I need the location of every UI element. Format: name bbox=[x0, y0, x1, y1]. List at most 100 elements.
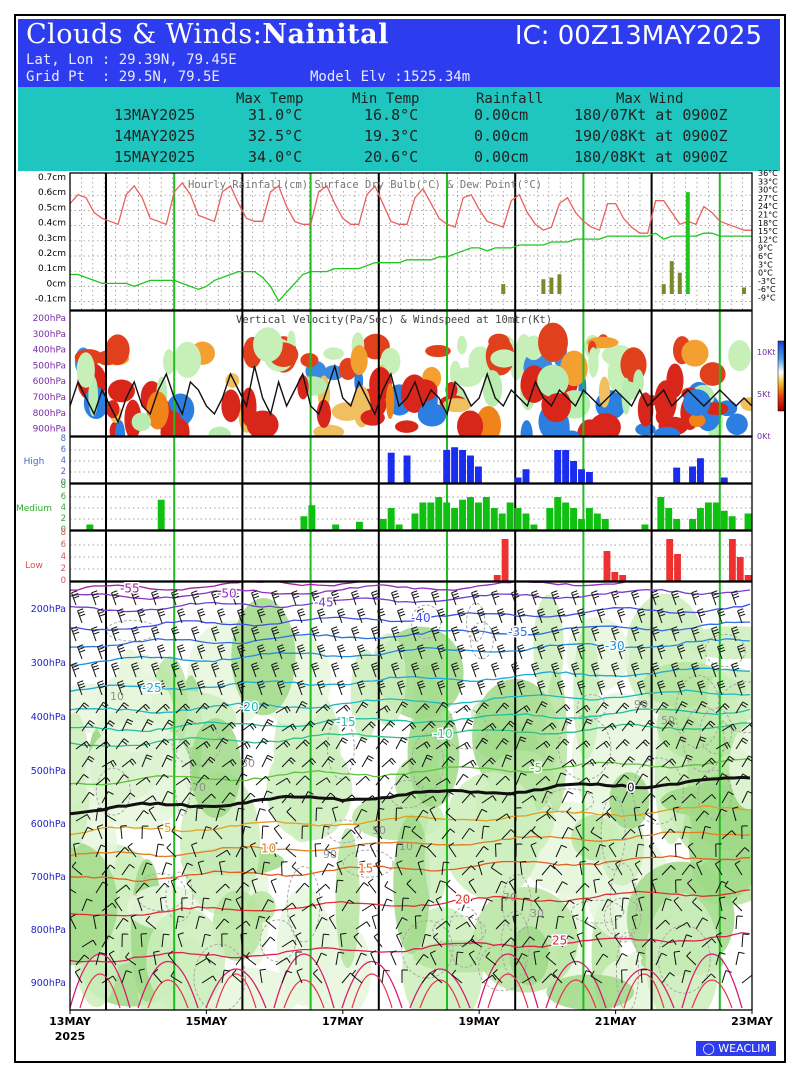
wind-barb-feather bbox=[213, 595, 220, 599]
wind-barb bbox=[491, 664, 497, 678]
wind-barb bbox=[111, 628, 117, 642]
velocity-blob bbox=[208, 426, 231, 436]
row-min-temp: 20.6°C bbox=[364, 148, 419, 166]
wind-barb bbox=[221, 759, 233, 768]
wind-barb-feather bbox=[358, 610, 365, 614]
wind-barb bbox=[617, 610, 623, 624]
wind-barb-feather bbox=[191, 626, 198, 630]
wind-barb-feather bbox=[92, 628, 99, 632]
wind-barb-feather bbox=[731, 590, 738, 594]
wind-barb-feather bbox=[439, 613, 446, 617]
low-cloud-bar bbox=[501, 539, 509, 581]
wind-barb-feather bbox=[639, 685, 646, 689]
wind-barb bbox=[277, 682, 283, 696]
medium-cloud-bar bbox=[86, 524, 94, 530]
wind-barb-feather bbox=[538, 682, 545, 686]
wind-barb-feather bbox=[133, 667, 140, 671]
wind-barb-feather bbox=[211, 793, 216, 799]
wind-barb-feather bbox=[693, 595, 700, 599]
wind-barb-feather bbox=[218, 646, 225, 650]
wind-barb-feather bbox=[431, 590, 438, 594]
wind-barb-feather bbox=[261, 704, 268, 709]
wind-barb-feather bbox=[413, 667, 420, 671]
wind-barb-feather bbox=[113, 631, 120, 635]
wind-barb-feather bbox=[738, 682, 745, 686]
wind-barb-feather bbox=[357, 644, 364, 648]
wind-barb bbox=[515, 772, 522, 786]
wind-barb-feather bbox=[471, 590, 478, 594]
wind-barb-feather bbox=[572, 628, 579, 632]
wind-barb-feather bbox=[79, 685, 86, 689]
velocity-blob bbox=[740, 397, 752, 412]
wind-barb bbox=[171, 628, 177, 642]
wind-barb-feather bbox=[351, 590, 358, 594]
wind-barb-feather bbox=[699, 649, 706, 653]
wind-barb-feather bbox=[285, 740, 291, 746]
wind-barb-feather bbox=[118, 646, 125, 650]
wind-barb-feather bbox=[193, 667, 200, 671]
wind-barb bbox=[255, 702, 265, 714]
wind-barb-feather bbox=[452, 664, 459, 668]
wind-barb-feather bbox=[238, 646, 245, 650]
wind-barb bbox=[391, 592, 397, 606]
wind-barb bbox=[291, 628, 297, 642]
wind-barb-feather bbox=[565, 704, 571, 710]
wind-barb-feather bbox=[469, 827, 475, 833]
wind-barb-feather bbox=[409, 724, 415, 730]
wind-barb bbox=[494, 843, 497, 858]
wind-barb-feather bbox=[437, 608, 444, 612]
wind-barb-feather bbox=[732, 723, 737, 730]
isotherm-label: 20 bbox=[455, 893, 470, 907]
velocity-blob bbox=[633, 369, 644, 395]
wind-barb-feather bbox=[473, 631, 480, 635]
wind-barb-feather bbox=[698, 610, 705, 614]
wind-barb-feather bbox=[197, 680, 204, 684]
wind-barb-feather bbox=[492, 723, 497, 729]
wind-barb-feather bbox=[332, 664, 339, 668]
wind-barb-feather bbox=[539, 649, 546, 653]
wind-barb-feather bbox=[711, 662, 718, 666]
header-max-temp: Max Temp bbox=[236, 91, 304, 107]
wind-barb bbox=[715, 741, 728, 750]
wind-barb-feather bbox=[691, 626, 698, 630]
wind-barb-feather bbox=[261, 740, 267, 745]
wind-barb-feather bbox=[431, 626, 438, 630]
wind-barb bbox=[631, 592, 637, 606]
wind-barb bbox=[461, 719, 469, 732]
wind-barb bbox=[657, 610, 663, 624]
wind-barb-feather bbox=[557, 608, 564, 612]
wind-barb-feather bbox=[221, 704, 228, 709]
wind-barb-feather bbox=[359, 613, 366, 617]
wind-barb-feather bbox=[179, 685, 186, 689]
wind-barb-feather bbox=[397, 644, 404, 648]
wind-barb-feather bbox=[719, 685, 726, 689]
wind-barb bbox=[297, 682, 303, 696]
wind-barb bbox=[371, 592, 377, 606]
row-rainfall: 0.00cm bbox=[474, 148, 529, 166]
wind-barb-feather bbox=[699, 739, 706, 743]
wind-barb-feather bbox=[319, 613, 326, 617]
wind-barb bbox=[431, 592, 437, 606]
wind-barb-feather bbox=[617, 608, 624, 612]
wind-barb bbox=[181, 792, 191, 804]
wind-barb-feather bbox=[673, 595, 680, 599]
wind-barb-feather bbox=[165, 703, 170, 709]
wind-barb-feather bbox=[86, 814, 91, 820]
wind-barb-feather bbox=[737, 680, 744, 684]
wind-barb-feather bbox=[728, 791, 734, 796]
wind-barb-feather bbox=[325, 883, 331, 890]
panel2-pressure-tick: 200hPa bbox=[33, 314, 66, 324]
velocity-blob bbox=[163, 349, 175, 375]
wind-barb bbox=[361, 903, 374, 912]
medium-cloud-bar bbox=[696, 508, 704, 530]
wind-barb-feather bbox=[77, 608, 84, 612]
wind-barb-feather bbox=[605, 740, 611, 747]
wind-barb-feather bbox=[93, 631, 100, 635]
wind-barb-feather bbox=[318, 646, 325, 650]
wind-barb-feather bbox=[569, 760, 575, 767]
wind-barb bbox=[681, 793, 692, 804]
wind-barb-feather bbox=[339, 613, 346, 617]
wind-barb-feather bbox=[533, 595, 540, 599]
wind-barb-feather bbox=[512, 592, 519, 596]
wind-barb-feather bbox=[384, 880, 389, 887]
